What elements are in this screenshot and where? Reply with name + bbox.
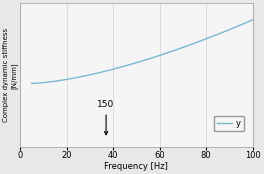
y [30,82,33,84]
y [251,19,254,21]
y [136,61,139,63]
y [162,53,165,55]
y [246,21,249,23]
Line: y: y [32,20,253,83]
Text: 150: 150 [97,100,114,109]
y [211,35,214,37]
Legend: y: y [214,116,244,131]
X-axis label: Frequency [Hz]: Frequency [Hz] [104,161,168,171]
Y-axis label: Complex dynamic stiffness
[N/mm]: Complex dynamic stiffness [N/mm] [3,28,17,122]
y [150,57,153,59]
y [135,62,138,64]
